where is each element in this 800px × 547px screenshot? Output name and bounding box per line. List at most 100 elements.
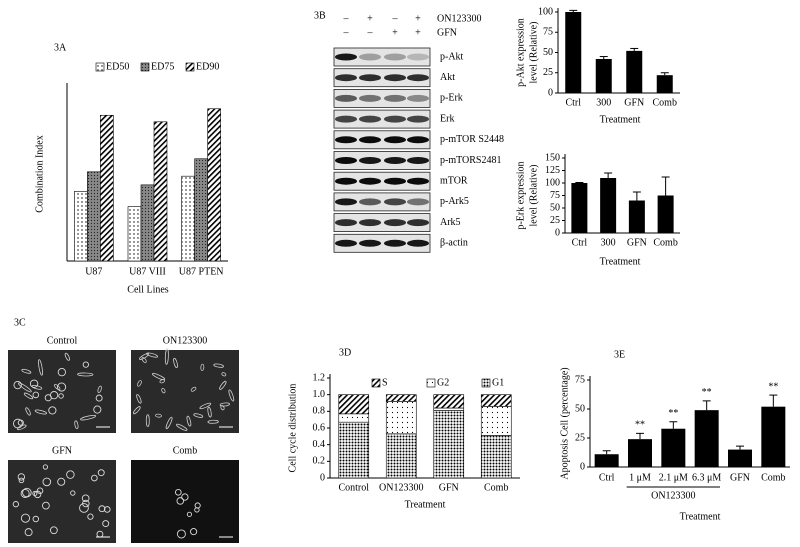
x-tick-label: Comb: [653, 97, 677, 108]
blot-band: [407, 94, 429, 102]
cell: [23, 392, 34, 400]
cell: [50, 526, 58, 535]
bar: [100, 114, 114, 262]
blot-band: [359, 157, 381, 164]
cell: [81, 494, 90, 503]
cell: [207, 419, 219, 424]
legend-swatch: [185, 62, 195, 72]
panel-label: 3D: [339, 347, 351, 358]
bar-segment: [385, 433, 417, 479]
y-tick-label: 0: [320, 472, 325, 483]
cell: [228, 389, 235, 402]
blot-band: [407, 136, 429, 144]
cell: [70, 490, 76, 496]
blot-band: [384, 157, 406, 164]
bar-segment: [433, 407, 465, 411]
blot-band: [359, 239, 381, 247]
cell: [87, 513, 94, 520]
cell: [29, 379, 39, 388]
micrograph: [131, 460, 239, 543]
cell: [57, 382, 67, 392]
treatment-sign: +: [367, 13, 373, 24]
treatment-sign: –: [343, 13, 350, 24]
legend-label: ED75: [151, 61, 174, 72]
cell: [64, 352, 70, 361]
y-tick-label: 0.8: [313, 406, 326, 417]
y-tick-label: 75: [543, 27, 553, 38]
bar-segment: [433, 394, 465, 409]
blot-band: [359, 53, 381, 61]
cell: [137, 380, 142, 387]
blot-band: [335, 136, 357, 144]
cell: [141, 356, 147, 364]
y-tick-label: 125: [545, 165, 560, 176]
blot-row-label: β-actin: [440, 238, 468, 249]
cell: [20, 513, 31, 523]
micrograph-label: GFN: [52, 445, 72, 456]
blot-row-label: mTOR: [440, 175, 468, 186]
x-tick-label: ON123300: [379, 482, 423, 493]
cell: [25, 407, 31, 416]
blot-band: [384, 53, 406, 61]
cell: [95, 394, 103, 402]
x-tick-label: GFN: [627, 237, 647, 248]
y-tick-label: 0: [548, 87, 553, 98]
cell: [190, 386, 197, 392]
treatment-sign: –: [392, 13, 399, 24]
blot-strip: [333, 192, 431, 212]
cell: [174, 488, 182, 496]
bar-segment: [385, 401, 417, 435]
y-tick-label: 50: [575, 403, 585, 414]
x-tick-label: GFN: [439, 482, 459, 493]
bar-segment: [385, 394, 417, 402]
treatment-sign: +: [415, 13, 421, 24]
cell: [22, 487, 32, 498]
cell: [199, 402, 212, 410]
cell: [221, 372, 227, 377]
y-axis-label: Combination Index: [34, 135, 45, 213]
blot-band: [407, 177, 429, 185]
cell: [133, 406, 141, 415]
blot-band: [335, 157, 357, 164]
cell: [97, 469, 105, 477]
treatment-name: GFN: [437, 27, 457, 38]
blot-band: [407, 239, 429, 247]
blot-band: [407, 219, 429, 227]
blot-band: [384, 219, 406, 227]
x-tick-label: 300: [596, 97, 611, 108]
blot-strip: [333, 47, 431, 67]
legend-label: G1: [492, 377, 504, 388]
bar: [207, 108, 221, 262]
cell: [77, 372, 94, 377]
cell: [32, 490, 38, 497]
y-tick-label: 0: [555, 227, 560, 238]
bar: [595, 58, 612, 93]
cell: [20, 488, 30, 499]
cell: [82, 499, 90, 508]
cell: [102, 520, 110, 528]
cell: [12, 501, 19, 508]
bar: [153, 121, 168, 262]
blot-band: [384, 136, 406, 144]
cell: [176, 423, 188, 431]
cell: [164, 348, 169, 365]
cell: [193, 413, 204, 418]
cell: [18, 477, 25, 484]
blot-band: [335, 74, 357, 82]
cell: [161, 388, 166, 394]
legend-label: ED50: [106, 61, 129, 72]
blot-band: [407, 53, 429, 61]
blot-band: [335, 219, 357, 227]
cell: [17, 419, 24, 426]
cell: [80, 414, 97, 421]
x-tick-label: Ctrl: [572, 237, 588, 248]
cell: [42, 501, 50, 510]
x-tick-label: Ctrl: [565, 97, 581, 108]
x-axis-label: Treatment: [600, 256, 641, 267]
legend-swatch: [426, 378, 436, 388]
cell: [97, 385, 102, 394]
treatment-sign: +: [415, 27, 421, 38]
cell: [57, 477, 66, 486]
y-axis-label: Apoptosis Cell (percentage): [559, 367, 570, 479]
